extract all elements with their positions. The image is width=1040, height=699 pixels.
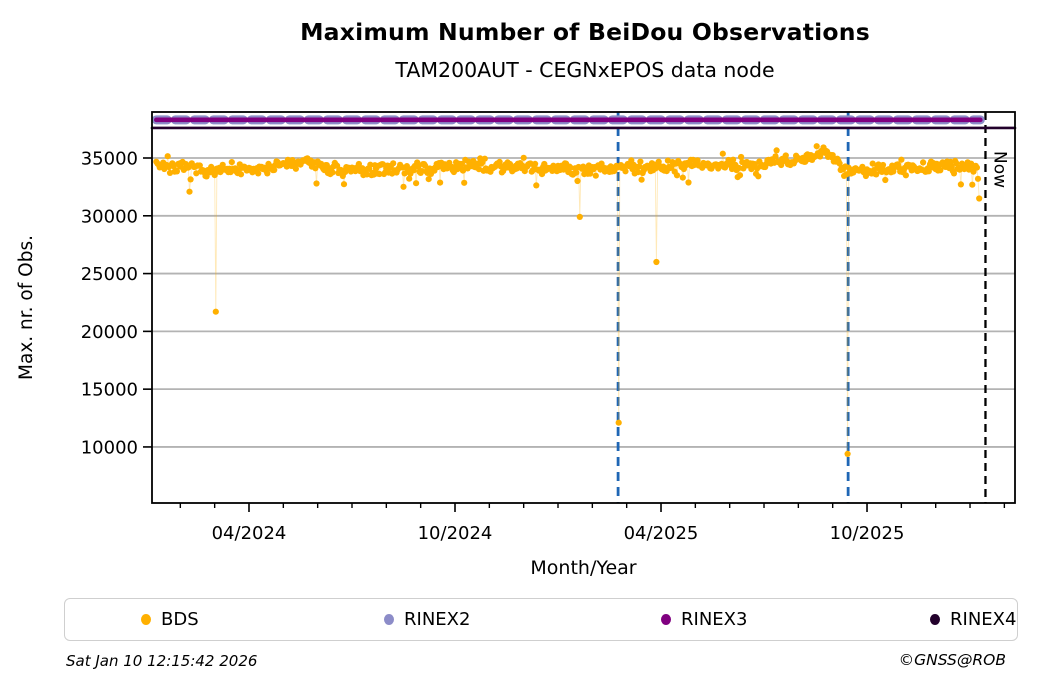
y-tick-label: 15000 <box>81 380 138 401</box>
x-ticks: 04/2024 10/2024 04/2025 10/2025 <box>179 503 1006 544</box>
rinex2-marker-icon <box>384 614 394 625</box>
y-tick-label: 35000 <box>81 149 138 170</box>
legend-item-rinex4: RINEX4 <box>930 608 1017 630</box>
rinex-lines <box>150 115 1017 130</box>
x-tick-label: 04/2024 <box>212 523 287 544</box>
legend-item-rinex2: RINEX2 <box>384 608 471 630</box>
event-lines <box>616 112 850 503</box>
y-tick-label: 10000 <box>81 437 138 458</box>
rinex4-marker-icon <box>930 614 940 625</box>
legend-label-rinex3: RINEX3 <box>681 608 748 630</box>
credit-text: ©GNSS@ROB <box>898 651 1006 669</box>
legend: BDS RINEX2 RINEX3 RINEX4 <box>64 598 1018 641</box>
y-tick-label: 30000 <box>81 206 138 227</box>
bds-points <box>153 143 983 457</box>
timestamp-text: Sat Jan 10 12:15:42 2026 <box>66 652 258 670</box>
legend-label-rinex2: RINEX2 <box>404 608 471 630</box>
legend-label-bds: BDS <box>161 608 199 630</box>
chart-title: Maximum Number of BeiDou Observations <box>300 18 870 46</box>
legend-item-rinex3: RINEX3 <box>661 608 748 630</box>
axes-spines <box>151 111 1016 504</box>
x-tick-label: 10/2024 <box>418 523 493 544</box>
axis-labels: Month/Year Max. nr. of Obs. <box>16 235 637 579</box>
bds-connector-line <box>155 145 980 454</box>
x-tick-label: 10/2025 <box>830 523 905 544</box>
now-label: Now <box>989 151 1009 188</box>
x-axis-label: Month/Year <box>530 557 636 579</box>
rinex3-marker-icon <box>661 614 671 625</box>
now-marker: Now <box>984 112 1009 503</box>
legend-label-rinex4: RINEX4 <box>950 608 1017 630</box>
bds-marker-icon <box>141 614 151 625</box>
y-ticks: 35000 30000 25000 20000 15000 10000 <box>81 149 152 458</box>
x-tick-label: 04/2025 <box>624 523 699 544</box>
y-tick-label: 20000 <box>81 322 138 343</box>
legend-item-bds: BDS <box>141 608 199 630</box>
y-axis-label: Max. nr. of Obs. <box>16 235 37 380</box>
chart-subtitle: TAM200AUT - CEGNxEPOS data node <box>395 58 775 82</box>
grid-lines <box>152 157 1015 448</box>
y-tick-label: 25000 <box>81 264 138 285</box>
